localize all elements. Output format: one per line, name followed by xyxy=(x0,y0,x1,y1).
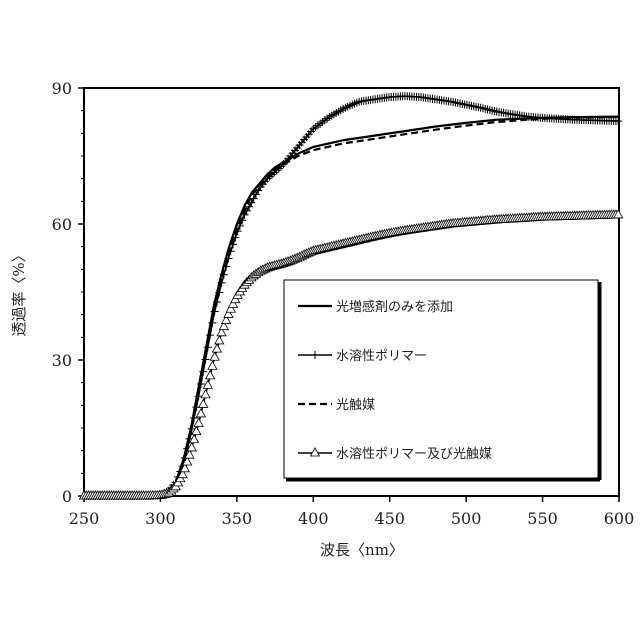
y-tick-label: 30 xyxy=(52,351,72,370)
triangle-marker xyxy=(194,418,203,426)
x-tick-label: 250 xyxy=(69,509,100,528)
plus-marker xyxy=(484,105,492,113)
plus-marker xyxy=(348,101,356,109)
plus-marker xyxy=(353,99,361,107)
y-tick-label: 90 xyxy=(52,79,72,98)
triangle-marker xyxy=(208,361,217,369)
triangle-marker xyxy=(199,399,208,407)
legend: 光増感剤のみを添加水溶性ポリマー光触媒水溶性ポリマー及び光触媒 xyxy=(284,280,600,480)
legend-label-4: 水溶性ポリマー及び光触媒 xyxy=(336,447,492,462)
y-axis-label: 透過率〈%〉 xyxy=(10,247,28,336)
plus-marker xyxy=(490,107,498,115)
x-tick-label: 450 xyxy=(374,509,405,528)
triangle-marker xyxy=(215,336,224,344)
x-tick-label: 550 xyxy=(527,509,558,528)
triangle-marker xyxy=(201,390,210,398)
x-axis-label: 波長〈nm〉 xyxy=(320,541,404,559)
x-tick-label: 300 xyxy=(145,509,176,528)
plus-marker xyxy=(346,102,354,110)
plus-marker xyxy=(488,106,496,114)
y-tick-label: 0 xyxy=(62,487,72,506)
plus-marker xyxy=(486,106,494,114)
y-tick-label: 60 xyxy=(52,215,72,234)
plus-marker xyxy=(479,104,487,112)
plus-marker xyxy=(481,105,489,113)
x-tick-label: 500 xyxy=(451,509,482,528)
plus-marker xyxy=(614,117,622,125)
legend-label-3: 光触媒 xyxy=(336,398,375,413)
triangle-marker xyxy=(196,409,205,417)
legend-label-1: 光増感剤のみを添加 xyxy=(336,299,453,315)
plus-marker xyxy=(351,100,359,108)
x-tick-label: 600 xyxy=(604,509,635,528)
triangle-marker xyxy=(212,344,221,352)
triangle-marker xyxy=(192,427,201,435)
x-tick-label: 400 xyxy=(298,509,329,528)
x-tick-label: 350 xyxy=(222,509,253,528)
legend-label-2: 水溶性ポリマー xyxy=(336,349,427,364)
plus-marker xyxy=(344,103,352,111)
plus-marker xyxy=(477,104,485,112)
triangle-marker xyxy=(210,352,219,360)
